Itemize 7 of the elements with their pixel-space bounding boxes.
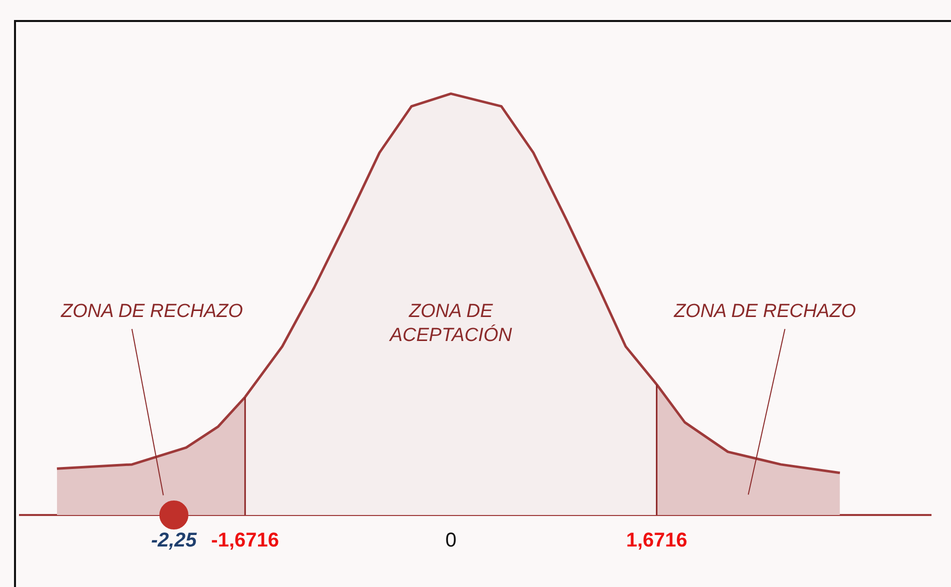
annotation: ZONA DE RECHAZO [60,300,244,322]
annotation: ZONA DE RECHAZO [672,300,856,322]
x-tick-label: -2,25 [151,530,198,552]
x-tick-label: -1,6716 [211,530,280,552]
x-tick-label: 1,6716 [626,530,688,552]
x-tick-label: 0 [445,530,456,552]
annotation: ZONA DE ACEPTACIÓN [388,300,512,346]
